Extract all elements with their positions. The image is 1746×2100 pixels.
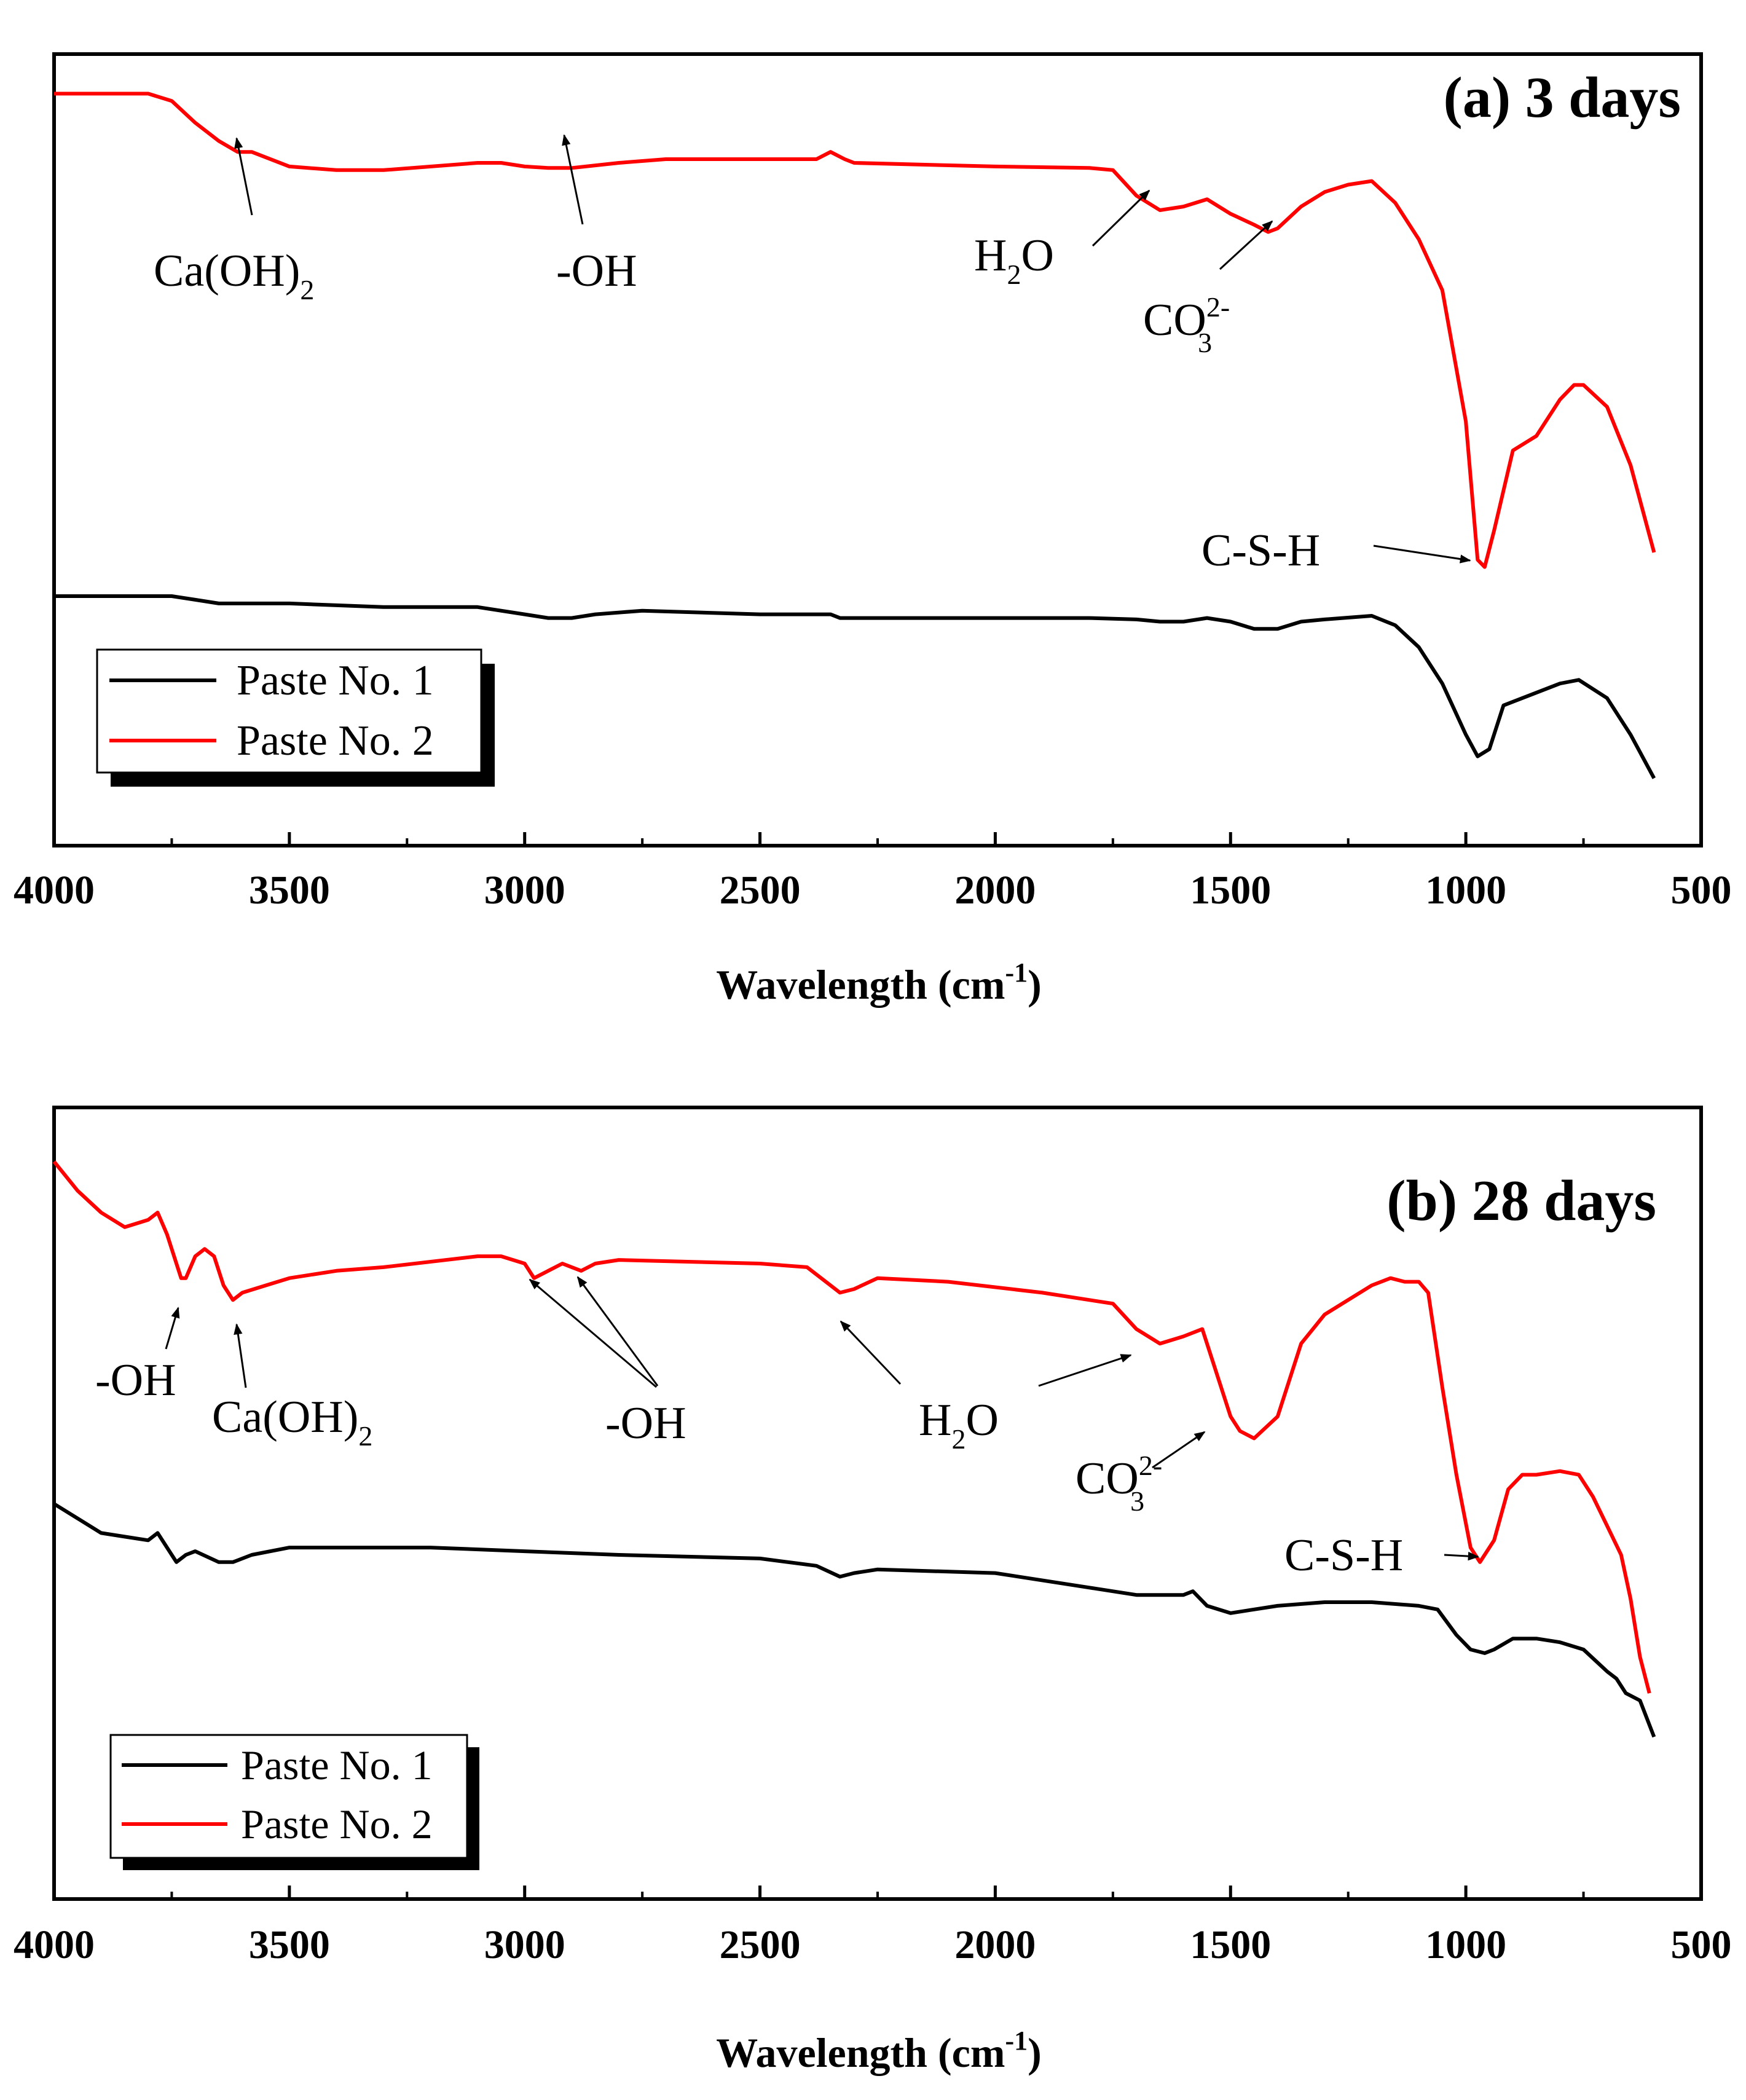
x-axis-label: Wavelength (cm-1) xyxy=(716,958,1042,1008)
series-line-paste-no-2 xyxy=(54,92,1656,569)
panel-title: (b) 28 days xyxy=(1386,1169,1656,1233)
annotation-label: CO2-3 xyxy=(1076,1450,1162,1517)
annotation-group: -OH Ca(OH)2 -OH H2O CO2-3 C-S-H xyxy=(95,1276,1479,1581)
annotation-arrow xyxy=(529,1278,657,1388)
legend-box xyxy=(96,648,482,774)
legend-label-paste-1: Paste No. 1 xyxy=(237,657,434,704)
annotation-arrow xyxy=(1373,545,1471,564)
series-group xyxy=(52,1160,1656,1738)
annotation-arrow xyxy=(165,1307,180,1350)
legend-label-paste-2: Paste No. 2 xyxy=(241,1801,433,1847)
annotation-arrow xyxy=(562,134,584,225)
x-tick-label: 500 xyxy=(1671,1922,1732,1967)
annotation-label: -OH xyxy=(556,246,637,296)
annotation-label: Ca(OH)2 xyxy=(212,1392,372,1452)
x-tick-label: 500 xyxy=(1671,868,1732,913)
annotation-label: H2O xyxy=(974,230,1054,290)
x-tick-label: 3000 xyxy=(484,1922,565,1967)
x-tick-label: 2000 xyxy=(954,1922,1036,1967)
series-line-paste-no-2 xyxy=(52,1160,1651,1694)
annotation-arrow xyxy=(1219,220,1273,270)
x-tick-label: 4000 xyxy=(14,868,95,913)
annotation-arrow xyxy=(234,1323,247,1388)
annotation-arrow xyxy=(576,1276,659,1386)
x-tick-label: 3000 xyxy=(484,868,565,913)
legend: Paste No. 1 Paste No. 2 xyxy=(96,648,495,787)
legend: Paste No. 1 Paste No. 2 xyxy=(109,1734,479,1870)
x-ticks: 4000 3500 3000 2500 2000 1500 1000 500 xyxy=(14,1886,1732,1967)
series-group xyxy=(54,92,1656,779)
annotation-arrow xyxy=(1091,189,1150,247)
legend-label-paste-1: Paste No. 1 xyxy=(241,1742,433,1788)
legend-box xyxy=(109,1734,468,1859)
annotation-label: -OH xyxy=(605,1398,686,1449)
panel-b-28-days: (b) 28 days 4000 3500 3000 2500 2000 1500 1000… xyxy=(14,1106,1732,2076)
x-tick-label: 3500 xyxy=(249,1922,330,1967)
x-tick-label: 2500 xyxy=(720,868,801,913)
x-tick-label: 1000 xyxy=(1425,868,1506,913)
x-tick-label: 3500 xyxy=(249,868,330,913)
panel-title: (a) 3 days xyxy=(1444,66,1681,130)
annotation-label: Ca(OH)2 xyxy=(154,246,314,305)
annotation-label: C-S-H xyxy=(1284,1530,1403,1581)
annotation-group: Ca(OH)2 -OH H2O CO2-3 C-S-H xyxy=(154,134,1471,576)
panel-a-3-days: (a) 3 days 4000 3500 3000 2500 2000 1500 1000 5… xyxy=(14,52,1732,1008)
annotation-label: CO2-3 xyxy=(1143,291,1230,358)
annotation-arrow xyxy=(840,1320,902,1385)
x-tick-label: 2500 xyxy=(720,1922,801,1967)
x-tick-label: 2000 xyxy=(954,868,1036,913)
annotation-label: -OH xyxy=(95,1355,176,1406)
annotation-arrow xyxy=(1152,1431,1206,1469)
series-line-paste-no-1 xyxy=(53,1502,1656,1738)
x-tick-label: 1000 xyxy=(1425,1922,1506,1967)
x-tick-label: 1500 xyxy=(1190,868,1271,913)
annotation-arrow xyxy=(234,137,253,216)
x-axis-label: Wavelength (cm-1) xyxy=(716,2026,1042,2076)
x-ticks: 4000 3500 3000 2500 2000 1500 1000 500 xyxy=(14,832,1732,913)
annotation-arrow xyxy=(1444,1551,1479,1561)
legend-label-paste-2: Paste No. 2 xyxy=(237,717,434,765)
series-line-paste-no-1 xyxy=(54,594,1656,779)
x-tick-label: 4000 xyxy=(14,1922,95,1967)
annotation-label: H2O xyxy=(919,1395,999,1455)
annotation-arrow xyxy=(1038,1354,1132,1387)
annotation-label: C-S-H xyxy=(1201,525,1320,576)
x-tick-label: 1500 xyxy=(1190,1922,1271,1967)
